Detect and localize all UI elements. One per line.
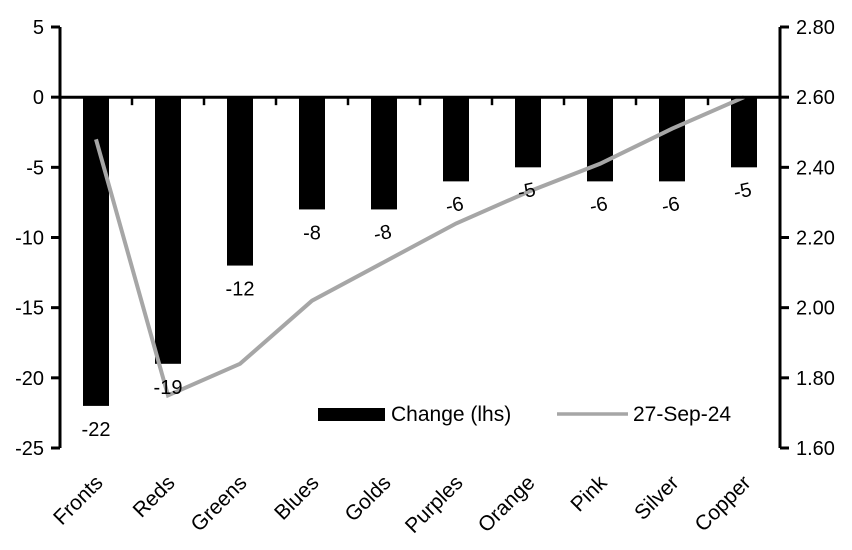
right-axis-tick-label: 1.60 xyxy=(796,438,835,460)
left-axis-tick-label: -15 xyxy=(15,298,44,320)
bar-data-labels: -22 -19 -12 -8 -8 -6 -5 -6 -6 -5 xyxy=(82,179,754,441)
bar-orange xyxy=(515,97,541,168)
bar-label-purples: -6 xyxy=(444,193,466,218)
right-axis-tick-label: 2.60 xyxy=(796,87,835,109)
left-axis-tick-label: -5 xyxy=(26,157,44,179)
bar-label-copper: -5 xyxy=(732,179,754,204)
left-axis-tick-label: 5 xyxy=(33,17,44,39)
bar-label-silver: -6 xyxy=(660,193,682,218)
right-axis-ticks: 2.80 2.60 2.40 2.20 2.00 1.80 1.60 xyxy=(780,17,835,460)
bar-silver xyxy=(659,97,685,182)
right-axis-tick-label: 1.80 xyxy=(796,368,835,390)
left-axis-ticks: 5 0 -5 -10 -15 -20 -25 xyxy=(15,17,60,460)
right-axis-tick-label: 2.00 xyxy=(796,298,835,320)
category-label-golds: Golds xyxy=(340,471,395,526)
legend-bar-swatch xyxy=(318,408,385,421)
legend: Change (lhs) 27-Sep-24 xyxy=(318,403,731,426)
bar-copper xyxy=(731,97,757,168)
right-axis-tick-label: 2.40 xyxy=(796,157,835,179)
bar-purples xyxy=(443,97,469,182)
category-label-purples: Purples xyxy=(401,471,468,538)
category-label-fronts: Fronts xyxy=(49,471,107,529)
left-axis-tick-label: -20 xyxy=(15,368,44,390)
left-axis-tick-label: 0 xyxy=(33,87,44,109)
bar-label-greens: -12 xyxy=(226,279,255,301)
series-line xyxy=(94,95,745,399)
bar-label-orange: -5 xyxy=(516,179,538,204)
category-label-pink: Pink xyxy=(566,471,612,517)
category-labels: Fronts Reds Greens Blues Golds Purples Orange P… xyxy=(49,471,755,538)
x-axis-ticks xyxy=(130,97,710,106)
category-label-silver: Silver xyxy=(630,471,683,524)
category-label-orange: Orange xyxy=(474,471,540,537)
legend-label-bar-series: Change (lhs) xyxy=(391,403,511,426)
category-label-copper: Copper xyxy=(691,471,756,536)
bar-blues xyxy=(299,97,325,210)
bar-label-pink: -6 xyxy=(588,193,610,218)
legend-label-line-series: 27-Sep-24 xyxy=(633,403,731,426)
bar-fronts xyxy=(83,97,109,406)
category-label-blues: Blues xyxy=(270,471,323,524)
right-axis-tick-label: 2.20 xyxy=(796,228,835,250)
bar-label-fronts: -22 xyxy=(82,419,111,441)
bar-greens xyxy=(227,97,253,266)
bar-golds xyxy=(371,97,397,210)
line-series xyxy=(94,95,745,399)
left-axis-tick-label: -25 xyxy=(15,438,44,460)
right-axis-tick-label: 2.80 xyxy=(796,17,835,39)
bar-label-reds: -19 xyxy=(154,377,183,399)
bar-label-blues: -8 xyxy=(303,222,321,244)
bar-label-golds: -8 xyxy=(372,221,394,246)
category-label-reds: Reds xyxy=(129,471,180,522)
category-label-greens: Greens xyxy=(187,471,252,536)
left-axis-tick-label: -10 xyxy=(15,228,44,250)
bars-series xyxy=(83,97,757,406)
bar-reds xyxy=(155,97,181,364)
